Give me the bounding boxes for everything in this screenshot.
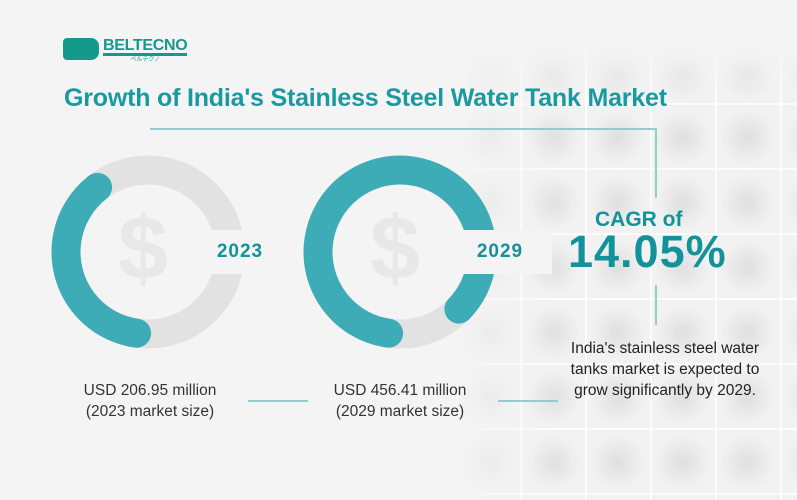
page-title: Growth of India's Stainless Steel Water …	[64, 84, 667, 112]
description: India's stainless steel water tanks mark…	[570, 340, 760, 399]
market-value: USD 206.95 million	[83, 382, 217, 399]
year-label-2029: 2029	[448, 230, 552, 274]
logo: BELTECNO ベルテクノ	[63, 37, 188, 63]
logo-subtext: ベルテクノ	[130, 56, 161, 63]
donut-arc	[51, 155, 245, 349]
logo-text: BELTECNO	[103, 37, 188, 56]
market-caption-2029: USD 456.41 million (2029 market size)	[305, 380, 495, 422]
market-note: (2023 market size)	[85, 403, 215, 420]
connector-1	[248, 400, 308, 402]
dollar-icon: $	[118, 199, 169, 299]
year-label-2023: 2023	[205, 230, 275, 274]
connector-2	[498, 400, 558, 402]
market-value: USD 456.41 million	[333, 382, 467, 399]
divider-top	[150, 128, 656, 130]
cagr-label: CAGR of	[595, 208, 683, 231]
divider-right-lower	[655, 285, 657, 325]
cagr-value: 14.05%	[568, 226, 727, 277]
dollar-icon: $	[370, 199, 421, 299]
logo-words: BELTECNO ベルテクノ	[103, 37, 188, 63]
divider-right-upper	[655, 128, 657, 198]
market-caption-2023: USD 206.95 million (2023 market size)	[55, 380, 245, 422]
market-note: (2029 market size)	[335, 403, 465, 420]
logo-mark	[63, 38, 99, 60]
background-fade-top	[455, 40, 797, 100]
